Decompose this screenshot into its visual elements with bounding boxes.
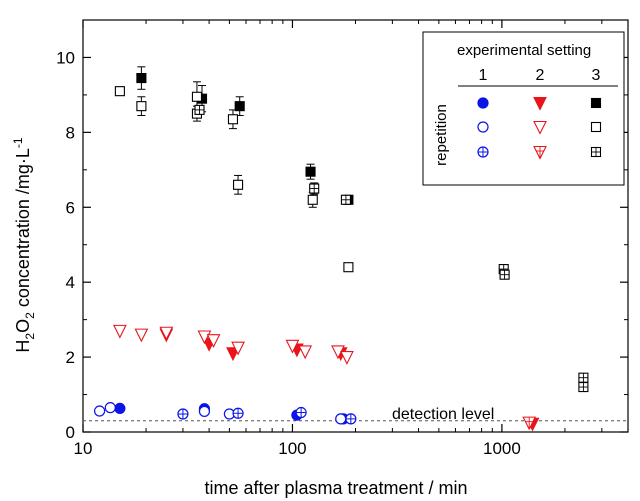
data-point-s3-r2-1	[136, 101, 147, 112]
data-point-s1-r3-3	[345, 413, 357, 425]
data-point-s2-r2-2	[159, 326, 174, 341]
legend-box	[422, 31, 625, 186]
data-point-s3-r3-0	[194, 104, 205, 115]
data-point-s2-r2-1	[134, 328, 149, 343]
y-axis-label: H2O2 concentration /mg·L-1	[11, 137, 37, 352]
legend-marker-s1-r1	[477, 97, 489, 109]
data-point-s2-r2-0	[112, 324, 127, 339]
data-point-s3-r1-0	[136, 73, 147, 84]
x-tick-label: 10	[74, 439, 93, 458]
data-point-s3-r1-3	[305, 166, 316, 177]
legend-title: experimental setting	[457, 42, 591, 59]
data-point-s1-r3-0	[177, 408, 189, 420]
data-point-s3-r1-2	[234, 101, 245, 112]
legend-column-3: 3	[592, 67, 601, 84]
data-point-s1-r3-2	[295, 406, 307, 419]
y-tick-label: 2	[66, 348, 75, 367]
y-tick-label: 0	[66, 423, 75, 442]
data-marks	[93, 66, 589, 432]
x-tick-label: 1000	[483, 439, 521, 458]
legend-marks	[477, 96, 602, 160]
legend-marker-s2-r3	[533, 145, 547, 160]
data-point-s2-r2-7	[298, 345, 313, 360]
legend-column-1: 1	[479, 67, 488, 84]
legend-marker-s3-r2	[590, 121, 602, 133]
data-point-s2-r2-9	[340, 351, 354, 365]
axes: 10 100 1000 0 2 4 6 8 10	[56, 19, 629, 458]
data-point-s2-r2-5	[231, 341, 245, 356]
legend-marker-s3-r1	[590, 97, 602, 109]
data-point-s3-r3-2	[340, 194, 351, 205]
data-point-s2-r2-6	[285, 339, 300, 354]
data-point-s3-r3-5	[578, 372, 589, 383]
data-point-s1-r2-2	[198, 405, 211, 417]
legend: experimental setting 1 2 3 repetition	[422, 31, 625, 186]
data-point-s1-r2-0	[93, 405, 106, 417]
data-point-s3-r2-6	[307, 194, 318, 205]
data-point-s3-r2-5	[233, 179, 244, 190]
y-tick-label: 6	[66, 198, 75, 217]
x-tick-label: 100	[278, 439, 306, 458]
data-point-s3-r3-6	[578, 382, 589, 393]
data-point-s3-r3-4	[499, 269, 510, 280]
legend-column-2: 2	[536, 67, 545, 84]
data-point-s3-r2-7	[343, 262, 354, 273]
data-point-s2-r2-4	[206, 334, 221, 348]
data-point-s1-r2-1	[104, 402, 116, 414]
data-point-s1-r2-4	[335, 413, 347, 425]
data-point-s3-r2-0	[114, 86, 125, 97]
data-point-s2-r2-3	[197, 330, 212, 345]
legend-row-label: repetition	[433, 104, 450, 166]
y-tick-label: 10	[56, 48, 75, 67]
y-tick-label: 4	[66, 273, 75, 292]
legend-marker-s2-r1	[533, 96, 547, 111]
data-point-s3-r2-2	[191, 91, 203, 102]
legend-marker-s1-r3	[477, 146, 489, 158]
detection-level-label: detection level	[392, 406, 494, 423]
y-tick-label: 8	[66, 123, 75, 142]
data-point-s3-r2-4	[227, 114, 239, 125]
x-axis-label: time after plasma treatment / min	[204, 478, 467, 498]
legend-marker-s1-r2	[477, 121, 489, 133]
data-point-s3-r3-1	[309, 183, 320, 194]
data-point-s1-r3-1	[232, 407, 244, 419]
legend-marker-s2-r2	[533, 120, 547, 135]
data-point-s2-r3-0	[522, 416, 537, 431]
data-point-s1-r1-0	[114, 402, 126, 415]
legend-marker-s3-r3	[590, 146, 602, 158]
